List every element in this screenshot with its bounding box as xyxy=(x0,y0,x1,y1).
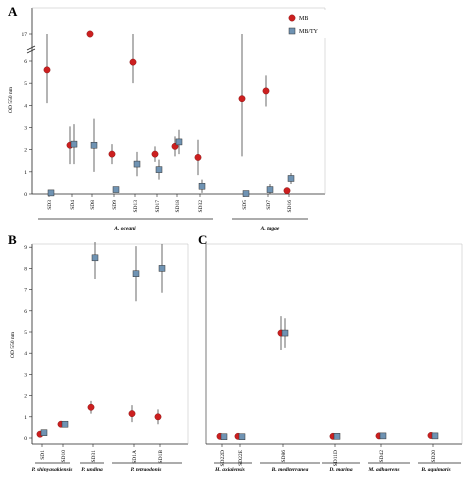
y-tick-label: 3 xyxy=(24,126,27,132)
data-point-mb xyxy=(43,66,51,74)
data-point-mb-ty xyxy=(61,420,69,428)
data-point-mb-ty xyxy=(158,265,166,272)
y-tick-label: 4 xyxy=(24,351,27,357)
category-label: SD5 xyxy=(242,200,248,210)
y-tick-label: 3 xyxy=(24,372,27,378)
y-tick-label: 4 xyxy=(24,103,27,109)
legend-label: MB/TY xyxy=(299,29,319,35)
group-label: M. adhaerens xyxy=(367,467,399,473)
data-point-mb xyxy=(128,410,136,418)
axis-break-mark xyxy=(26,48,36,54)
category-label: SD16 xyxy=(287,200,293,213)
data-point-mb-ty xyxy=(266,186,274,193)
data-point-mb-ty xyxy=(155,166,163,173)
panel-letter: C xyxy=(198,232,207,247)
data-point-mb xyxy=(151,150,159,158)
group-label: D. marina xyxy=(328,467,352,473)
axis-break-mark xyxy=(26,45,36,51)
y-tick-label: 1 xyxy=(24,170,27,176)
category-label: SD1 xyxy=(40,450,46,460)
panel-letter: A xyxy=(8,4,18,19)
y-tick-label: 2 xyxy=(24,394,27,400)
data-point-mb-ty xyxy=(242,190,250,197)
group-label: P. shinyasakiensis xyxy=(32,467,73,473)
legend-marker-mb-ty xyxy=(288,27,296,35)
data-point-mb-ty xyxy=(132,270,140,277)
category-label: SD22E xyxy=(238,449,244,466)
y-axis-label: OD 550 nm xyxy=(10,331,16,358)
data-point-mb-ty xyxy=(70,140,78,148)
y-axis-label: OD 550 nm xyxy=(8,86,14,113)
data-point-mb-ty xyxy=(40,429,48,436)
category-label: SD17 xyxy=(155,200,161,213)
data-point-mb-ty xyxy=(333,433,341,440)
category-label: SD10 xyxy=(61,450,67,463)
group-label: P. undina xyxy=(81,467,103,473)
y-tick-label: 17 xyxy=(22,32,28,38)
group-label: A. oceani xyxy=(113,226,136,232)
data-point-mb xyxy=(283,187,291,195)
data-point-mb-ty xyxy=(90,141,98,149)
data-point-mb-ty xyxy=(47,189,55,197)
data-point-mb xyxy=(262,87,270,95)
y-tick-label: 7 xyxy=(24,288,27,294)
category-label: SD86 xyxy=(281,450,287,463)
data-point-mb-ty xyxy=(133,160,141,168)
y-tick-label: 1 xyxy=(24,415,27,421)
category-label: SD8 xyxy=(90,200,96,210)
y-tick-label: 8 xyxy=(24,266,27,272)
y-tick-label: 6 xyxy=(24,309,27,315)
data-point-mb-ty xyxy=(287,175,295,182)
data-point-mb-ty xyxy=(198,182,206,190)
y-tick-label: 0 xyxy=(24,192,27,198)
y-tick-label: 5 xyxy=(24,81,27,87)
y-tick-label: 5 xyxy=(24,330,27,336)
category-label: SD22D xyxy=(220,450,226,467)
data-point-mb xyxy=(194,154,202,161)
panel-b: B 0 1 2 3 4 5 6 7 8 9 OD 550 nm SD1 SD10 SD31 SD1A SD1B P… xyxy=(8,232,189,473)
panel-a: A 0 1 2 3 4 5 6 17 OD 550 nm SD3 SD4 SD8 SD9 SD13 SD17 S… xyxy=(8,4,336,232)
category-label: SD1A xyxy=(132,450,138,464)
category-label: SD18 xyxy=(175,200,181,213)
data-point-mb-ty xyxy=(379,432,387,440)
category-label: SD20 xyxy=(431,450,437,463)
data-point-mb-ty xyxy=(281,329,289,337)
panel-letter: B xyxy=(8,232,17,247)
category-label: SD7 xyxy=(266,200,272,210)
category-label: SD3 xyxy=(47,200,53,210)
data-point-mb-ty xyxy=(238,433,246,440)
y-tick-label: 2 xyxy=(24,148,27,154)
category-label: SD9 xyxy=(112,200,118,210)
data-point-mb xyxy=(108,150,116,158)
category-label: SD11D xyxy=(333,450,339,466)
data-point-mb-ty xyxy=(112,186,120,193)
group-label: A. tagae xyxy=(260,226,280,232)
data-point-mb-ty xyxy=(431,432,439,440)
category-label: SD31 xyxy=(91,450,97,463)
data-point-mb xyxy=(86,30,94,38)
group-label: P. tetraodonis xyxy=(131,467,162,473)
legend-label: MB xyxy=(299,16,308,22)
data-point-mb-ty xyxy=(220,433,228,440)
data-point-mb xyxy=(154,413,162,421)
group-label: H. axialensis xyxy=(214,467,245,473)
legend-marker-mb xyxy=(288,14,296,22)
data-point-mb-ty xyxy=(175,138,183,146)
y-tick-label: 9 xyxy=(24,245,27,251)
group-label: B. mediterranea xyxy=(271,467,309,473)
category-label: SD13 xyxy=(133,200,139,213)
y-tick-label: 0 xyxy=(24,436,27,442)
y-tick-label: 6 xyxy=(24,59,27,65)
category-label: SD42 xyxy=(379,450,385,463)
panel-c: C SD22D SD22E SD86 SD11D SD42 SD20 H. axialensi… xyxy=(198,232,463,473)
data-point-mb xyxy=(238,95,246,103)
data-point-mb xyxy=(87,403,95,411)
category-label: SD4 xyxy=(70,200,76,210)
data-point-mb-ty xyxy=(91,254,99,262)
group-label: B. aquimaris xyxy=(420,467,450,473)
data-point-mb xyxy=(129,58,137,66)
category-label: SD32 xyxy=(198,200,204,213)
category-label: SD1B xyxy=(158,450,164,464)
